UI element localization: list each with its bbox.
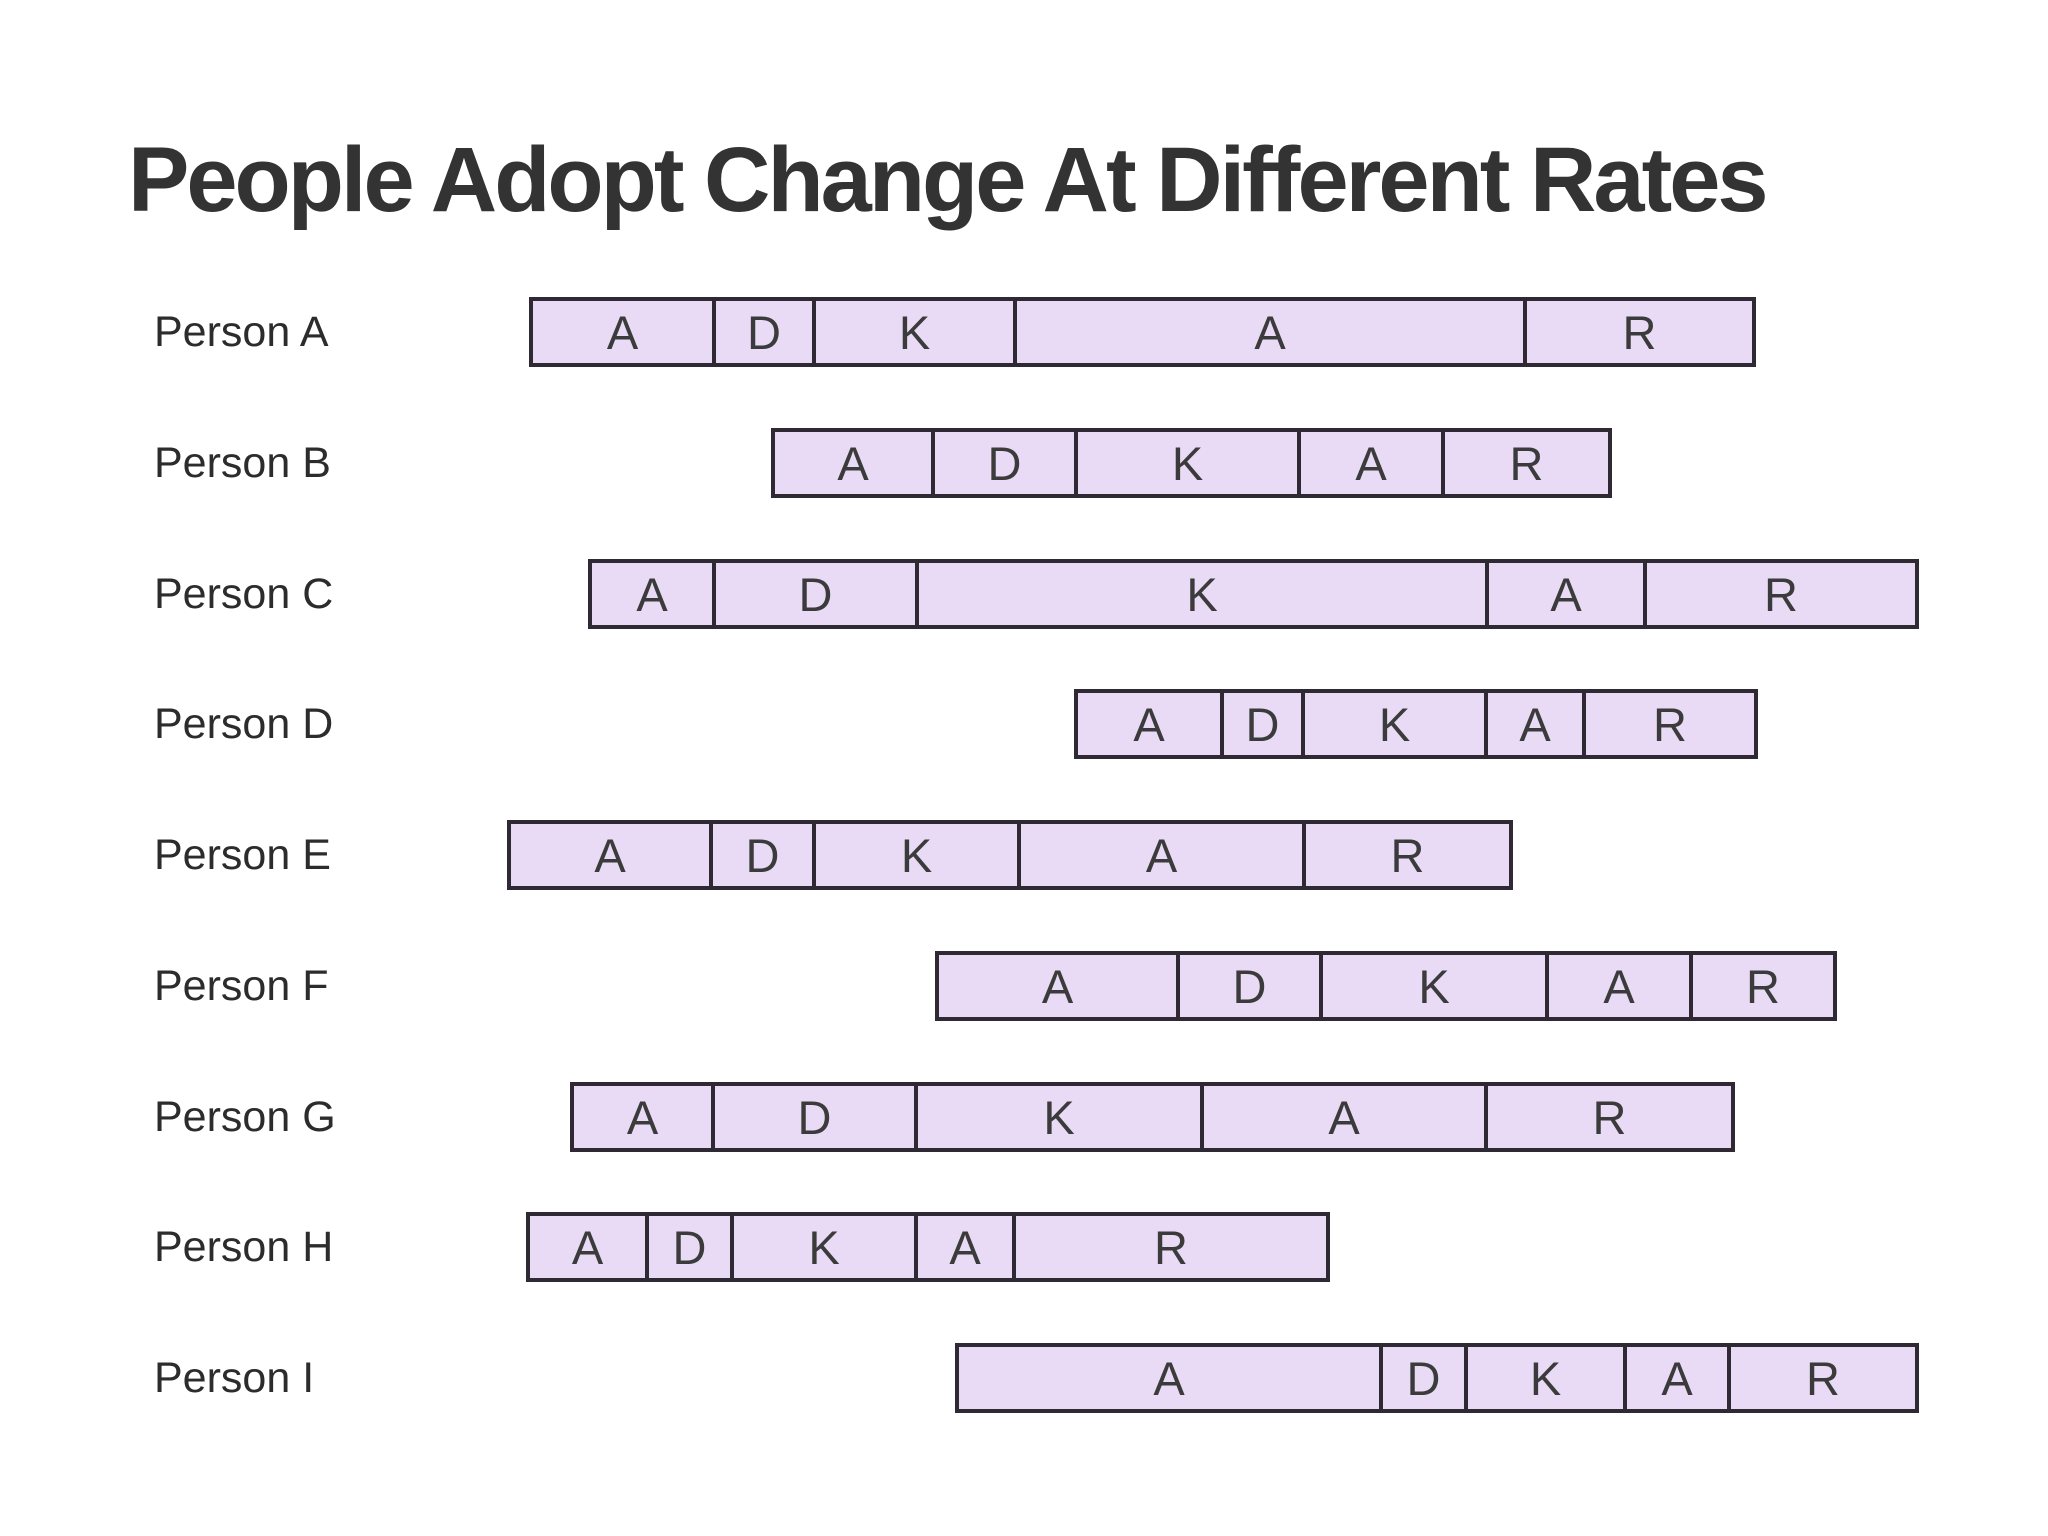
phase-segment-d: D bbox=[1180, 955, 1323, 1017]
phase-segment-d: D bbox=[1383, 1347, 1468, 1409]
phase-segment-a: A bbox=[533, 301, 716, 363]
phase-segment-r: R bbox=[1647, 563, 1915, 625]
phase-segment-a: A bbox=[530, 1216, 649, 1278]
phase-segment-a: A bbox=[939, 955, 1180, 1017]
phase-segment-a: A bbox=[959, 1347, 1383, 1409]
phase-segment-a: A bbox=[1627, 1347, 1731, 1409]
person-label: Person H bbox=[154, 1223, 334, 1271]
phase-segment-k: K bbox=[1468, 1347, 1627, 1409]
phase-segment-k: K bbox=[1078, 432, 1301, 494]
phase-segment-k: K bbox=[1305, 693, 1488, 755]
phase-segment-r: R bbox=[1586, 693, 1754, 755]
person-label: Person I bbox=[154, 1354, 315, 1402]
phase-segment-a: A bbox=[1301, 432, 1445, 494]
phase-segment-r: R bbox=[1488, 1086, 1731, 1148]
phase-segment-a: A bbox=[918, 1216, 1016, 1278]
phase-segment-a: A bbox=[592, 563, 716, 625]
phase-segment-a: A bbox=[511, 824, 713, 886]
phase-segment-a: A bbox=[1549, 955, 1693, 1017]
phase-segment-k: K bbox=[1323, 955, 1549, 1017]
phase-segment-r: R bbox=[1527, 301, 1752, 363]
person-label: Person A bbox=[154, 308, 329, 356]
person-label: Person E bbox=[154, 831, 331, 879]
phase-segment-d: D bbox=[1224, 693, 1305, 755]
person-label: Person C bbox=[154, 570, 334, 618]
phase-segment-k: K bbox=[816, 301, 1017, 363]
person-label: Person G bbox=[154, 1093, 336, 1141]
phase-segment-a: A bbox=[1078, 693, 1224, 755]
person-label: Person F bbox=[154, 962, 329, 1010]
person-label: Person B bbox=[154, 439, 331, 487]
phase-segment-d: D bbox=[713, 824, 816, 886]
phase-segment-d: D bbox=[935, 432, 1078, 494]
phase-segment-r: R bbox=[1445, 432, 1608, 494]
phase-segment-d: D bbox=[715, 1086, 918, 1148]
phase-segment-d: D bbox=[649, 1216, 734, 1278]
phase-segment-r: R bbox=[1306, 824, 1509, 886]
person-label: Person D bbox=[154, 700, 334, 748]
phase-segment-k: K bbox=[918, 1086, 1204, 1148]
phase-segment-k: K bbox=[816, 824, 1021, 886]
phase-segment-a: A bbox=[1017, 301, 1527, 363]
phase-segment-a: A bbox=[1489, 563, 1647, 625]
chart-title: People Adopt Change At Different Rates bbox=[128, 129, 1769, 231]
phase-segment-a: A bbox=[1488, 693, 1586, 755]
phase-segment-r: R bbox=[1731, 1347, 1915, 1409]
phase-segment-d: D bbox=[716, 301, 816, 363]
phase-segment-r: R bbox=[1016, 1216, 1326, 1278]
phase-segment-a: A bbox=[1204, 1086, 1488, 1148]
phase-segment-k: K bbox=[919, 563, 1489, 625]
phase-segment-d: D bbox=[716, 563, 919, 625]
phase-segment-a: A bbox=[574, 1086, 715, 1148]
phase-segment-a: A bbox=[775, 432, 935, 494]
phase-segment-r: R bbox=[1693, 955, 1833, 1017]
phase-segment-a: A bbox=[1021, 824, 1306, 886]
phase-segment-k: K bbox=[734, 1216, 918, 1278]
